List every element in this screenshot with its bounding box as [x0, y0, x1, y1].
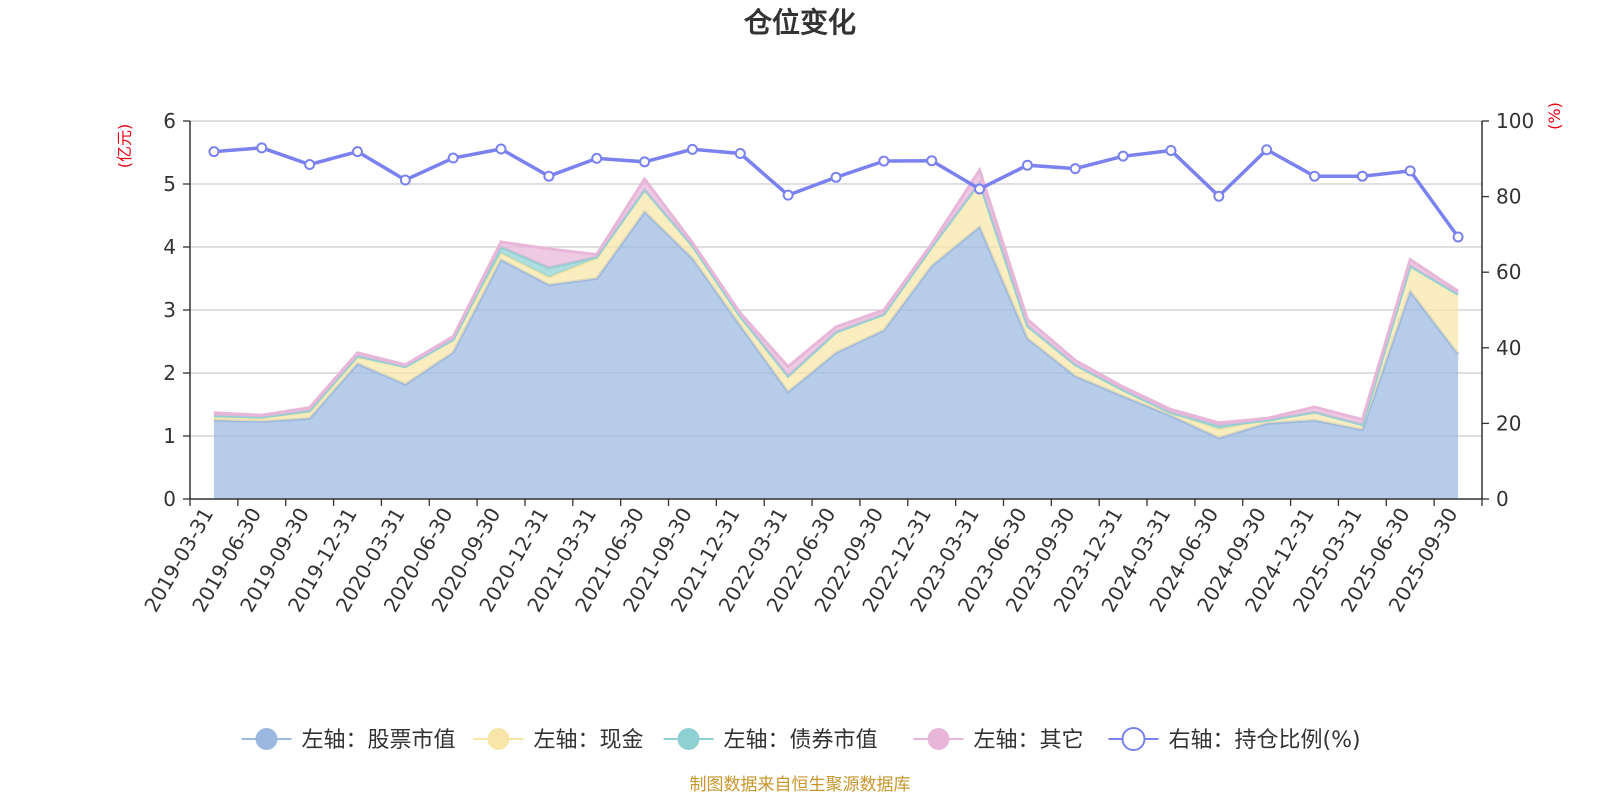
holding-ratio-line: [208, 142, 1464, 243]
left-tick-label-2: 2: [163, 361, 176, 385]
right-tick-label-80: 80: [1496, 185, 1521, 209]
left-tick-label-6: 6: [163, 109, 176, 133]
right-tick-label-60: 60: [1496, 260, 1521, 284]
legend-label-2: 左轴：债券市值: [724, 728, 878, 753]
right-tick-label-100: 100: [1496, 109, 1534, 133]
ratio-point-2019-12-31: [351, 146, 363, 158]
ratio-point-2025-09-30: [1452, 231, 1464, 243]
chart-title: 仓位变化: [744, 6, 856, 39]
ratio-point-2021-12-31: [734, 148, 746, 160]
ratio-point-2021-09-30: [686, 143, 698, 155]
right-axis-unit: (%): [1545, 102, 1564, 130]
area-edge-series-3: [213, 166, 1459, 425]
ratio-point-2021-03-31: [591, 152, 603, 164]
legend-marker-2: [677, 728, 700, 750]
ratio-point-2025-06-30: [1404, 165, 1416, 177]
ratio-point-2023-12-31: [1117, 150, 1129, 162]
right-tick-label-0: 0: [1496, 487, 1509, 511]
ratio-point-2023-03-31: [974, 183, 986, 195]
legend-marker-0: [255, 728, 278, 750]
left-tick-label-3: 3: [163, 298, 176, 322]
legend-item-4[interactable]: 右轴：持仓比例(%): [1108, 727, 1361, 753]
legend-item-1[interactable]: 左轴：现金: [473, 728, 644, 753]
legend-marker-4: [1121, 727, 1146, 751]
ratio-point-2024-12-31: [1309, 170, 1321, 182]
legend-label-4: 右轴：持仓比例(%): [1169, 728, 1361, 753]
left-tick-label-1: 1: [163, 424, 176, 448]
ratio-point-2020-12-31: [543, 170, 555, 182]
left-axis-unit: (亿元): [115, 124, 134, 169]
ratio-point-2024-06-30: [1213, 190, 1225, 202]
ratio-point-2024-03-31: [1165, 144, 1177, 156]
stacked-areas: [213, 166, 1460, 499]
ratio-point-2021-06-30: [639, 156, 651, 168]
ratio-point-2019-03-31: [208, 146, 220, 158]
ratio-point-2022-06-30: [830, 171, 842, 183]
right-tick-label-40: 40: [1496, 336, 1521, 360]
ratio-point-2023-09-30: [1069, 163, 1081, 175]
legend[interactable]: 左轴：股票市值 左轴：现金 左轴：债券市值 左轴：其它 右轴：持仓比例(%): [241, 727, 1361, 753]
ratio-point-2025-03-31: [1356, 170, 1368, 182]
ratio-point-2019-09-30: [304, 158, 316, 170]
ratio-point-2022-03-31: [782, 189, 794, 201]
legend-marker-1: [487, 728, 510, 750]
legend-label-0: 左轴：股票市值: [302, 728, 456, 753]
ratio-point-2023-06-30: [1021, 159, 1033, 171]
legend-item-3[interactable]: 左轴：其它: [913, 728, 1084, 753]
area-series-0: [213, 211, 1459, 499]
legend-item-0[interactable]: 左轴：股票市值: [241, 728, 456, 753]
left-tick-label-0: 0: [163, 487, 176, 511]
right-tick-label-20: 20: [1496, 411, 1521, 435]
legend-label-3: 左轴：其它: [974, 728, 1084, 753]
ratio-line: [213, 146, 1460, 239]
ratio-point-2020-09-30: [495, 143, 507, 155]
data-source-footer: 制图数据来自恒生聚源数据库: [690, 775, 911, 795]
ratio-point-2022-09-30: [878, 155, 890, 167]
legend-label-1: 左轴：现金: [534, 728, 644, 753]
ratio-point-2020-03-31: [399, 174, 411, 186]
ratio-point-2020-06-30: [447, 152, 459, 164]
left-tick-label-4: 4: [163, 235, 176, 259]
legend-item-2[interactable]: 左轴：债券市值: [663, 728, 878, 753]
ratio-point-2024-09-30: [1261, 144, 1273, 156]
ratio-point-2022-12-31: [926, 155, 938, 167]
legend-marker-3: [927, 728, 950, 750]
ratio-point-2019-06-30: [256, 142, 268, 154]
left-tick-label-5: 5: [163, 172, 176, 196]
